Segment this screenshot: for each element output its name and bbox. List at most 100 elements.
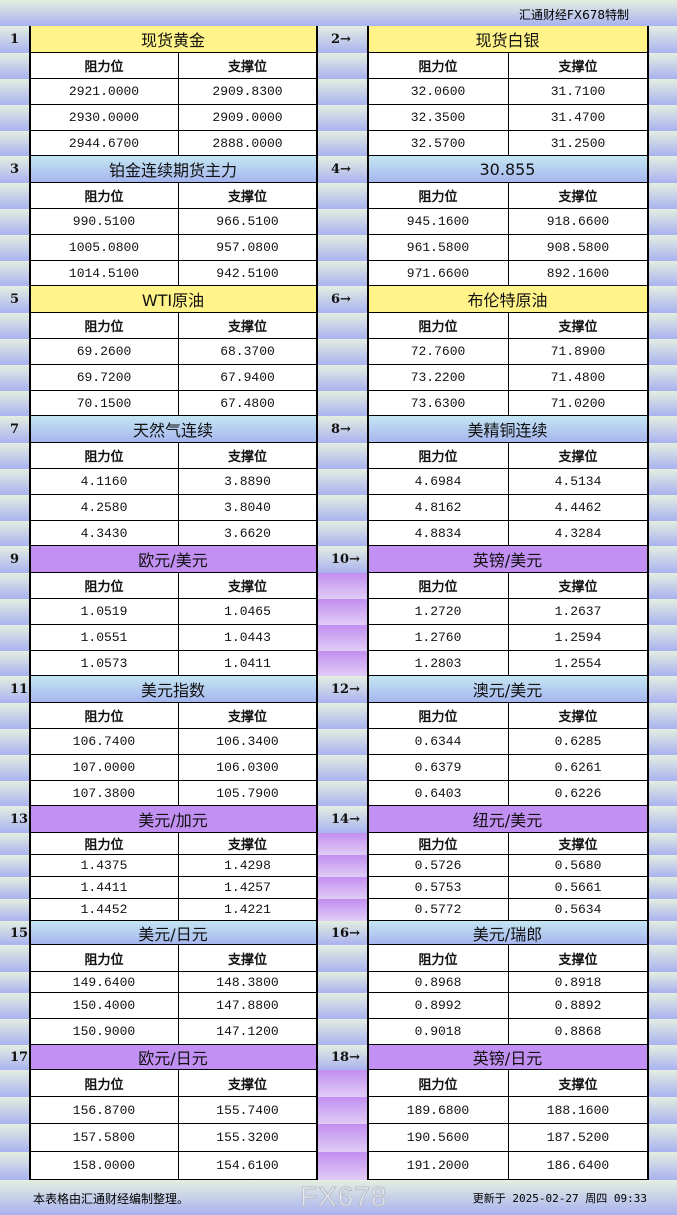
price-cell: 72.7600 bbox=[368, 339, 509, 365]
price-cell: 4.3284 bbox=[509, 521, 648, 546]
gutter-left bbox=[0, 855, 30, 877]
column-header: 阻力位 bbox=[30, 1070, 179, 1097]
price-cell: 3.8890 bbox=[179, 469, 317, 495]
price-cell: 0.8968 bbox=[368, 972, 509, 993]
price-cell: 4.2580 bbox=[30, 495, 179, 521]
row-number: 15 bbox=[10, 925, 29, 941]
price-cell: 1.4298 bbox=[179, 855, 317, 877]
gutter-right bbox=[648, 1045, 677, 1070]
price-cell: 0.6261 bbox=[509, 755, 648, 781]
row-number: 6→ bbox=[331, 292, 351, 307]
price-cell: 990.5100 bbox=[30, 209, 179, 235]
price-cell: 31.7100 bbox=[509, 79, 648, 105]
price-cell: 1.4257 bbox=[179, 877, 317, 899]
gutter-middle bbox=[317, 391, 368, 416]
price-cell: 1.0519 bbox=[30, 599, 179, 625]
gutter-right bbox=[648, 781, 677, 806]
row-number: 18→ bbox=[331, 1050, 360, 1065]
gutter-middle bbox=[317, 899, 368, 921]
gutter-right bbox=[648, 53, 677, 79]
price-cell: 150.4000 bbox=[30, 993, 179, 1019]
gutter-middle bbox=[317, 313, 368, 339]
gutter-middle bbox=[317, 469, 368, 495]
price-cell: 961.5800 bbox=[368, 235, 509, 261]
column-header: 阻力位 bbox=[30, 573, 179, 599]
price-cell: 0.5634 bbox=[509, 899, 648, 921]
price-cell: 4.6984 bbox=[368, 469, 509, 495]
price-cell: 0.8992 bbox=[368, 993, 509, 1019]
column-header: 支撑位 bbox=[179, 573, 317, 599]
gutter-middle bbox=[317, 365, 368, 391]
instrument-title: 现货黄金 bbox=[30, 26, 317, 53]
gutter-left bbox=[0, 79, 30, 105]
price-cell: 957.0800 bbox=[179, 235, 317, 261]
gutter-middle bbox=[317, 1152, 368, 1180]
gutter-middle bbox=[317, 156, 368, 183]
price-cell: 1.2803 bbox=[368, 651, 509, 676]
row-number: 17 bbox=[10, 1050, 29, 1065]
footer-note: 本表格由汇通财经编制整理。 bbox=[33, 1192, 190, 1206]
price-cell: 0.5661 bbox=[509, 877, 648, 899]
column-header: 支撑位 bbox=[509, 573, 648, 599]
row-number: 11 bbox=[10, 682, 29, 697]
instrument-title: 美元/日元 bbox=[30, 921, 317, 945]
price-cell: 908.5800 bbox=[509, 235, 648, 261]
gutter-middle bbox=[317, 573, 368, 599]
price-cell: 150.9000 bbox=[30, 1019, 179, 1045]
gutter-right bbox=[648, 676, 677, 703]
gutter-middle bbox=[317, 443, 368, 469]
instrument-title: 天然气连续 bbox=[30, 416, 317, 443]
price-cell: 0.6403 bbox=[368, 781, 509, 806]
gutter-right bbox=[648, 105, 677, 131]
gutter-middle bbox=[317, 625, 368, 651]
gutter-right bbox=[648, 921, 677, 945]
top-bar: 汇通财经FX678特制 bbox=[0, 0, 677, 26]
row-number: 7 bbox=[10, 422, 20, 437]
price-cell: 68.3700 bbox=[179, 339, 317, 365]
gutter-left bbox=[0, 313, 30, 339]
column-header: 支撑位 bbox=[509, 443, 648, 469]
gutter-left bbox=[0, 495, 30, 521]
price-cell: 73.6300 bbox=[368, 391, 509, 416]
column-header: 阻力位 bbox=[368, 1070, 509, 1097]
price-cell: 147.1200 bbox=[179, 1019, 317, 1045]
gutter-right bbox=[648, 156, 677, 183]
instrument-title: 英镑/日元 bbox=[368, 1045, 648, 1070]
gutter-middle bbox=[317, 339, 368, 365]
price-cell: 1.2760 bbox=[368, 625, 509, 651]
gutter-right bbox=[648, 703, 677, 729]
price-cell: 107.0000 bbox=[30, 755, 179, 781]
price-cell: 2944.6700 bbox=[30, 131, 179, 156]
price-cell: 1005.0800 bbox=[30, 235, 179, 261]
gutter-right bbox=[648, 1124, 677, 1152]
gutter-right bbox=[648, 651, 677, 676]
price-cell: 4.5134 bbox=[509, 469, 648, 495]
gutter-middle bbox=[317, 79, 368, 105]
gutter-left bbox=[0, 183, 30, 209]
gutter-left bbox=[0, 1019, 30, 1045]
gutter-left bbox=[0, 1152, 30, 1180]
gutter-left bbox=[0, 1124, 30, 1152]
gutter-middle bbox=[317, 1045, 368, 1070]
price-cell: 155.3200 bbox=[179, 1124, 317, 1152]
column-header: 阻力位 bbox=[30, 945, 179, 972]
price-cell: 190.5600 bbox=[368, 1124, 509, 1152]
instrument-title: 美元/加元 bbox=[30, 806, 317, 833]
price-cell: 4.1160 bbox=[30, 469, 179, 495]
price-cell: 70.1500 bbox=[30, 391, 179, 416]
gutter-left bbox=[0, 806, 30, 833]
instrument-title: 欧元/日元 bbox=[30, 1045, 317, 1070]
gutter-middle bbox=[317, 235, 368, 261]
price-cell: 4.3430 bbox=[30, 521, 179, 546]
price-cell: 971.6600 bbox=[368, 261, 509, 286]
gutter-left bbox=[0, 993, 30, 1019]
price-cell: 2930.0000 bbox=[30, 105, 179, 131]
gutter-right bbox=[648, 521, 677, 546]
instrument-title: 纽元/美元 bbox=[368, 806, 648, 833]
watermark-logo: FX678 bbox=[300, 1181, 388, 1213]
gutter-middle bbox=[317, 703, 368, 729]
column-header: 支撑位 bbox=[509, 945, 648, 972]
gutter-right bbox=[648, 1070, 677, 1097]
gutter-left bbox=[0, 625, 30, 651]
gutter-right bbox=[648, 972, 677, 993]
